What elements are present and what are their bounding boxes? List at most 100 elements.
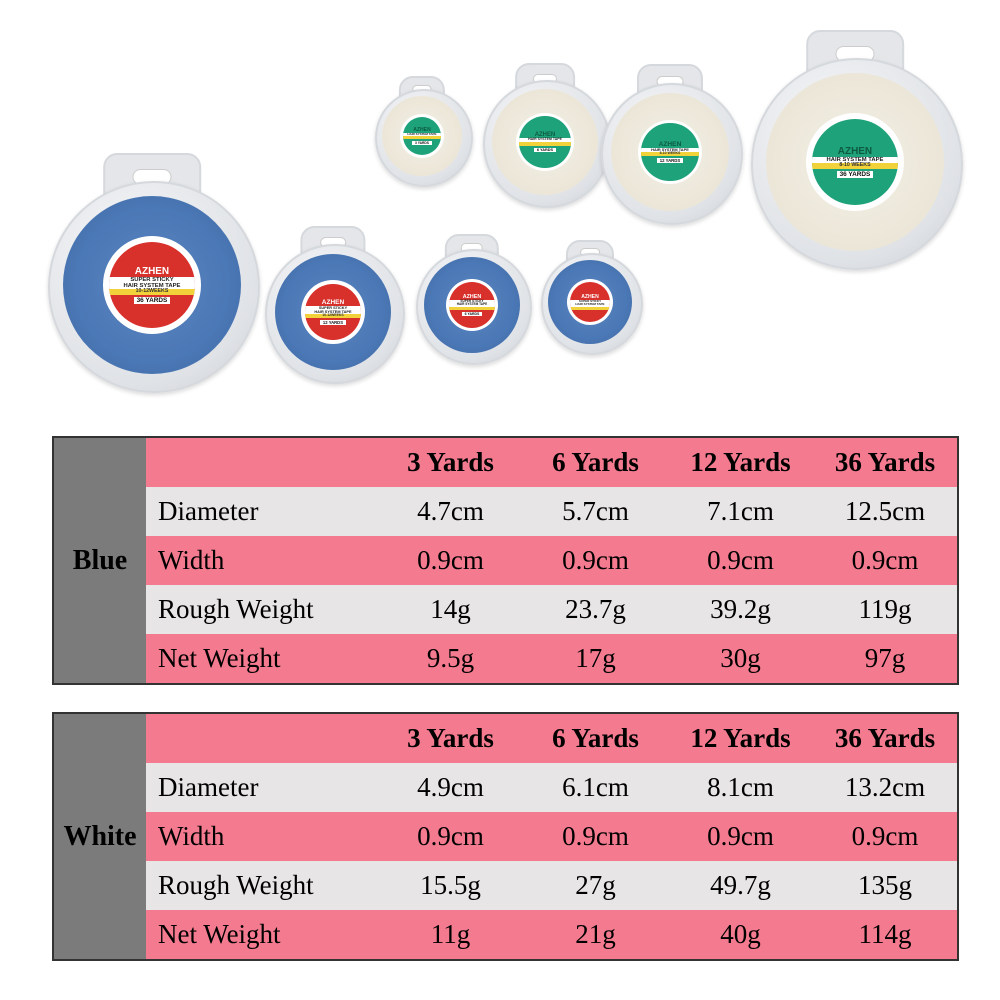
yards-text: 12 YARDS [319,320,347,326]
cell: 15.5g [378,861,523,910]
cell: 13.2cm [813,763,958,812]
row-label: Width [146,536,378,585]
cell: 9.5g [378,634,523,684]
tape-label: AZHEN HAIR SYSTEM TAPE 6 YARDS [515,112,575,172]
blue-spec-table: Blue 3 Yards 6 Yards 12 Yards 36 Yards Diam… [52,436,959,685]
tape-label: AZHEN HAIR SYSTEM TAPE 8-10 WEEKS 36 YARDS [806,113,904,211]
tape-label: AZHEN SUPER STICKY HAIR SYSTEM TAPE 10-12WE… [301,280,365,344]
brand-text: AZHEN [462,293,482,300]
row-label: Net Weight [146,910,378,960]
cell: 114g [813,910,958,960]
table-group-label: White [53,713,146,960]
tape-label: AZHEN SUPER STICKY HAIR SYSTEM TAPE 10-12WE… [103,236,201,334]
cell: 6.1cm [523,763,668,812]
brand-text: AZHEN [134,265,170,277]
cell: 0.9cm [378,536,523,585]
table-row: Diameter 4.9cm 6.1cm 8.1cm 13.2cm [53,763,958,812]
cell: 12.5cm [813,487,958,536]
cell: 17g [523,634,668,684]
cell: 135g [813,861,958,910]
label-line: HAIR SYSTEM TAPE [651,146,689,152]
table-row: Width 0.9cm 0.9cm 0.9cm 0.9cm [53,536,958,585]
yards-text: 36 YARDS [836,171,874,179]
label-line: HAIR SYSTEM TAPE [456,302,488,307]
cell: 0.9cm [668,536,813,585]
label-line: SUPER STICKY [460,298,484,303]
label-line: HAIR SYSTEM TAPE [314,310,352,315]
cell: 0.9cm [668,812,813,861]
column-header: 6 Yards [523,437,668,487]
row-label: Diameter [146,487,378,536]
table-row: Net Weight 9.5g 17g 30g 97g [53,634,958,684]
weeks-text [569,306,611,310]
cell: 4.9cm [378,763,523,812]
brand-text: AZHEN [658,140,682,148]
weeks-text: 8-10 WEEKS [641,151,699,157]
column-header: 3 Yards [378,713,523,763]
tape-label: AZHEN SUPER STICKY HAIR SYSTEM TAPE [566,278,614,326]
row-label: Width [146,812,378,861]
cell: 39.2g [668,585,813,634]
table-group-label: Blue [53,437,146,684]
weeks-text [448,306,496,311]
cell: 0.9cm [523,812,668,861]
cell: 40g [668,910,813,960]
cell: 4.7cm [378,487,523,536]
cell: 8.1cm [668,763,813,812]
weeks-text: 10-12WEEKS [108,289,195,296]
label-line: HAIR SYSTEM TAPE [407,131,437,136]
yards-text: 3 YARDS [412,141,432,146]
row-label: Net Weight [146,634,378,684]
weeks-text: 8-10 WEEKS [811,162,898,170]
label-line: HAIR SYSTEM TAPE [528,137,562,142]
cell: 0.9cm [813,812,958,861]
column-header: 6 Yards [523,713,668,763]
label-line: SUPER STICKY [130,276,174,283]
cell: 97g [813,634,958,684]
label-line: HAIR SYSTEM TAPE [826,156,884,163]
yards-text: 6 YARDS [533,147,557,152]
brand-text: AZHEN [534,132,556,139]
weeks-text [519,142,571,146]
row-label: Diameter [146,763,378,812]
cell: 30g [668,634,813,684]
column-header: 12 Yards [668,437,813,487]
cell: 11g [378,910,523,960]
table-row: Width 0.9cm 0.9cm 0.9cm 0.9cm [53,812,958,861]
table-row: Diameter 4.7cm 5.7cm 7.1cm 12.5cm [53,487,958,536]
weeks-text: 10-12WEEKS [304,313,362,319]
yards-text: 12 YARDS [656,158,684,164]
cell: 0.9cm [523,536,668,585]
label-line: SUPER STICKY [318,305,348,310]
weeks-text [402,136,442,140]
white-spec-table: White 3 Yards 6 Yards 12 Yards 36 Yards Dia… [52,712,959,961]
cell: 49.7g [668,861,813,910]
brand-text: AZHEN [413,126,431,133]
yards-text: 36 YARDS [133,297,171,305]
table-row: Rough Weight 14g 23.7g 39.2g 119g [53,585,958,634]
cell: 0.9cm [378,812,523,861]
cell: 23.7g [523,585,668,634]
tape-label: AZHEN HAIR SYSTEM TAPE 3 YARDS [399,113,445,159]
yards-text: 6 YARDS [461,312,483,317]
column-header: 36 Yards [813,437,958,487]
column-header: 36 Yards [813,713,958,763]
cell: 119g [813,585,958,634]
brand-text: AZHEN [321,298,345,306]
label-line: SUPER STICKY [578,299,602,304]
label-line: HAIR SYSTEM TAPE [575,302,605,307]
tape-label: AZHEN HAIR SYSTEM TAPE 8-10 WEEKS 12 YARDS [637,119,703,185]
brand-text: AZHEN [837,145,873,157]
cell: 5.7cm [523,487,668,536]
cell: 0.9cm [813,536,958,585]
cell: 27g [523,861,668,910]
cell: 21g [523,910,668,960]
label-line: HAIR SYSTEM TAPE [123,283,181,290]
tape-label: AZHEN SUPER STICKY HAIR SYSTEM TAPE 6 YARDS [445,278,499,332]
table-row: Rough Weight 15.5g 27g 49.7g 135g [53,861,958,910]
row-label: Rough Weight [146,861,378,910]
row-label: Rough Weight [146,585,378,634]
column-header: 3 Yards [378,437,523,487]
cell: 7.1cm [668,487,813,536]
table-row: Net Weight 11g 21g 40g 114g [53,910,958,960]
